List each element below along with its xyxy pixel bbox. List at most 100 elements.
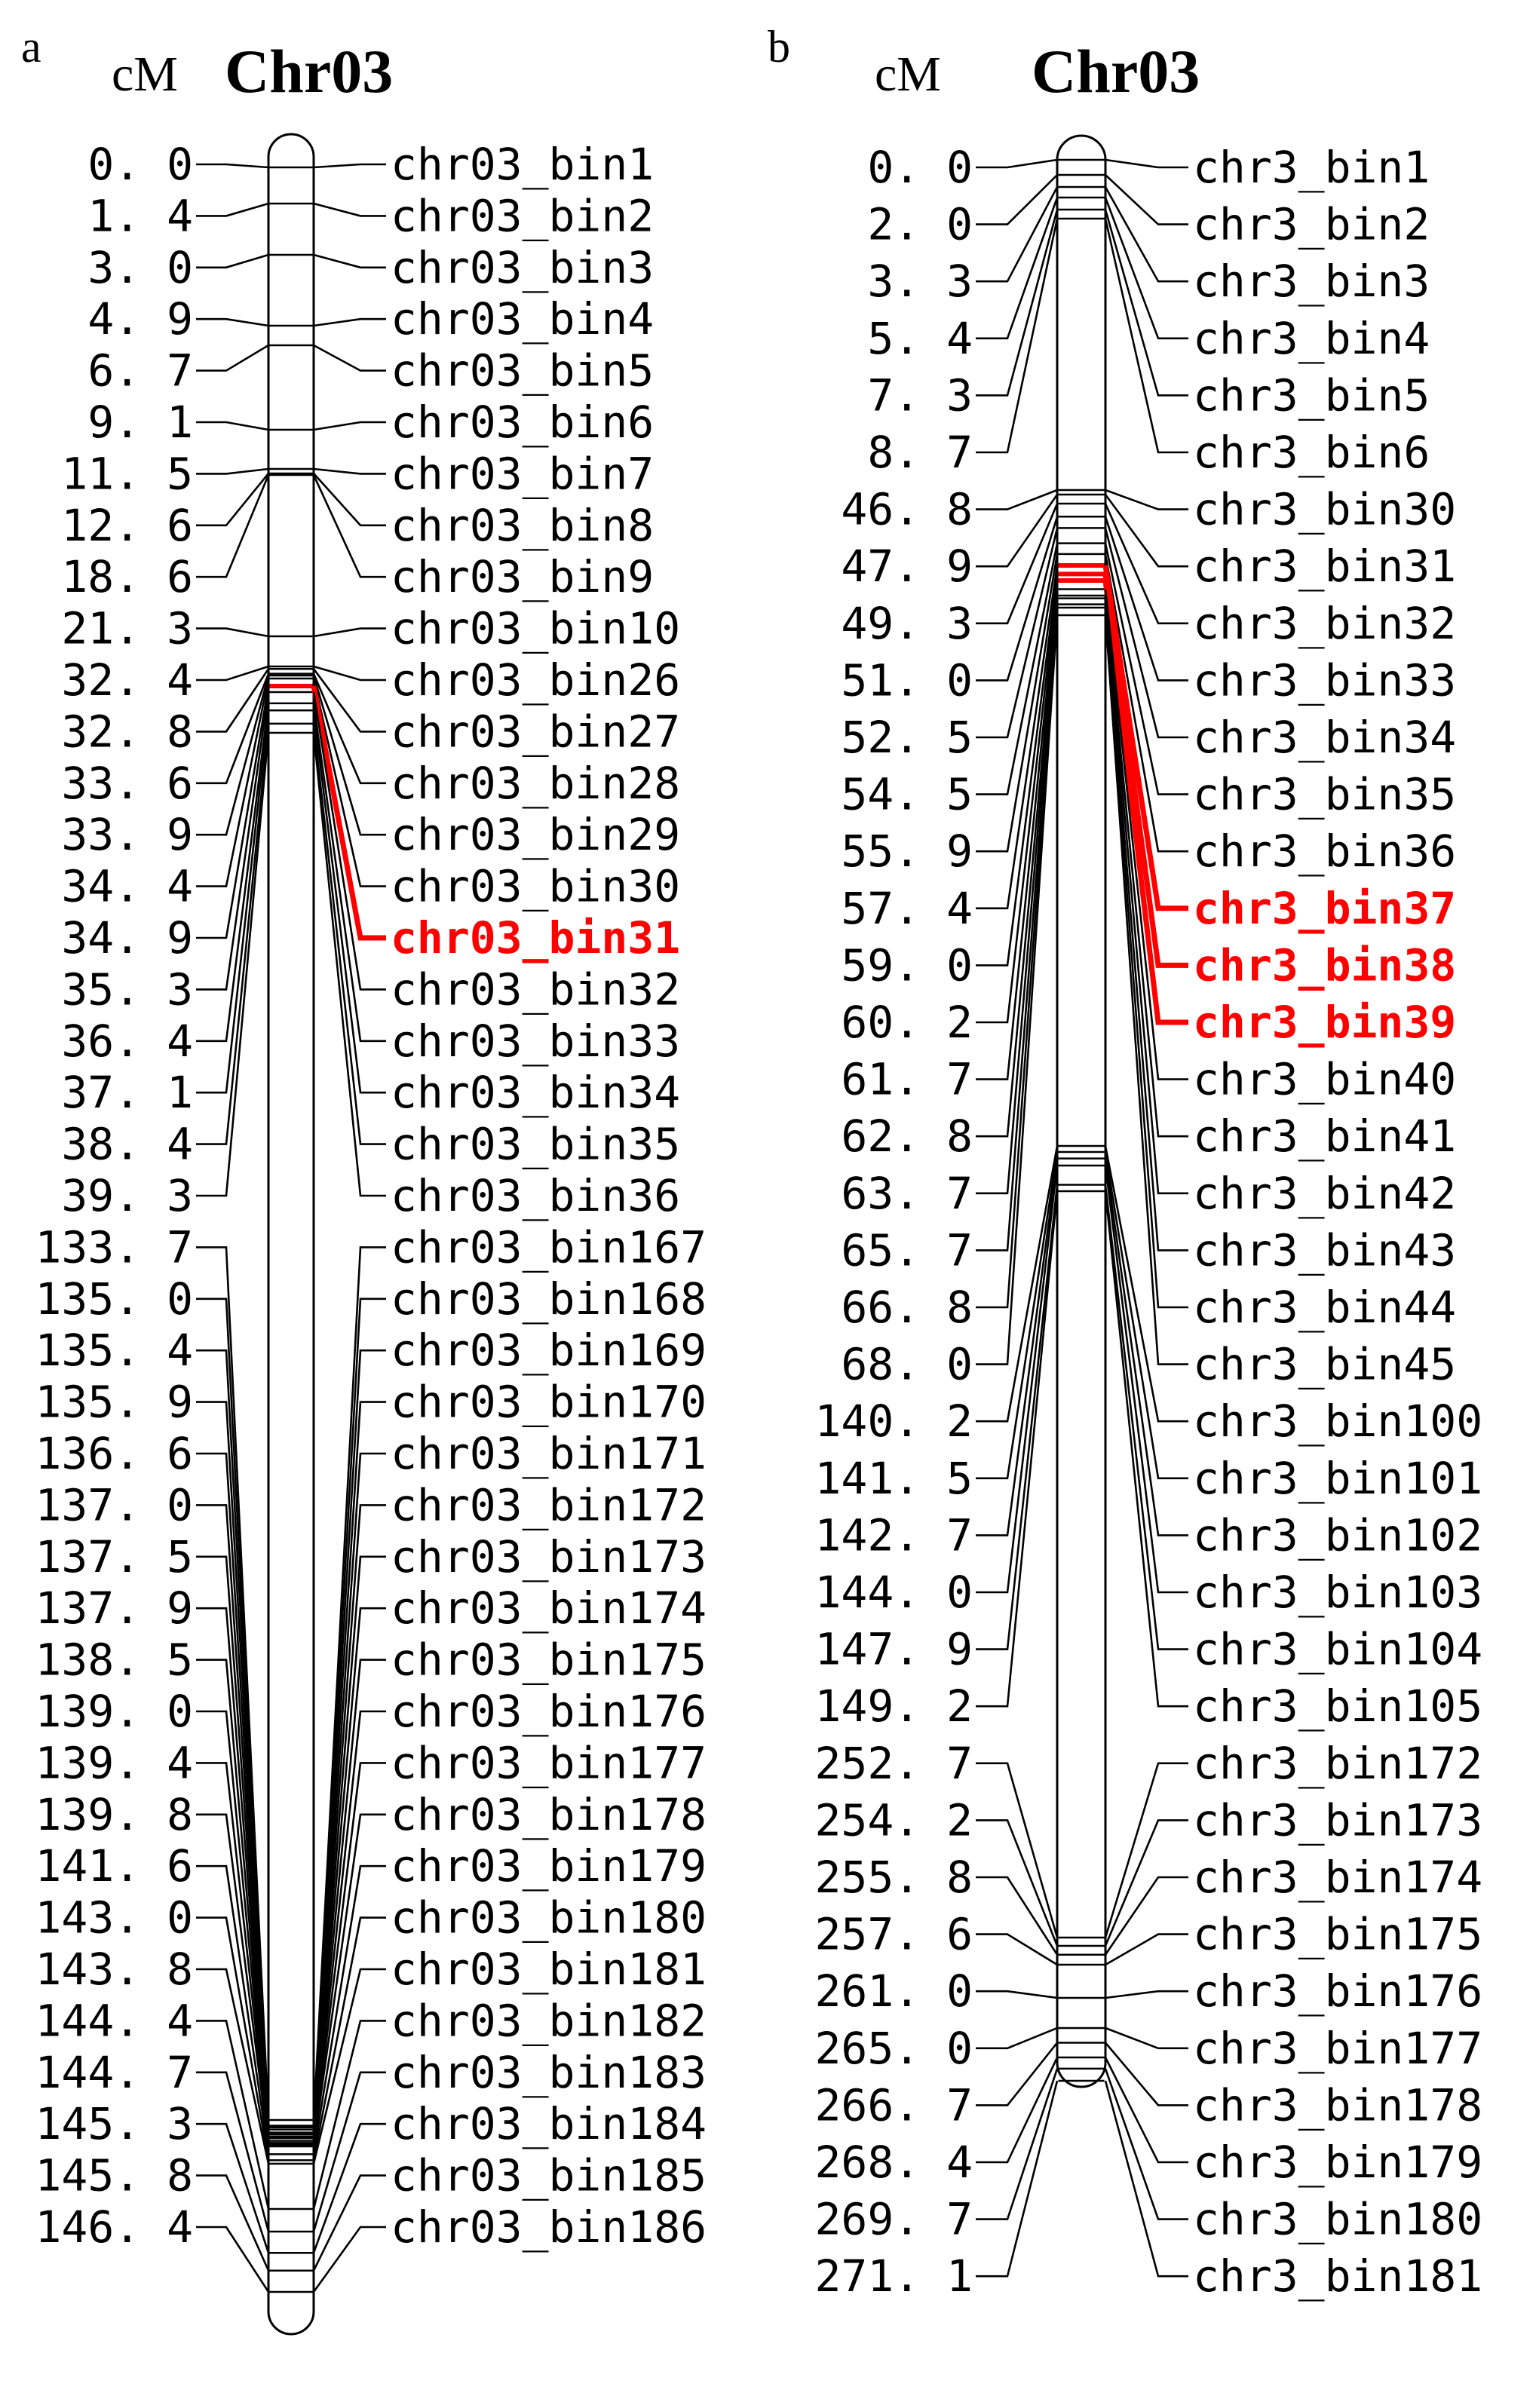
marker-connector-line [312,668,386,733]
position-label: 139. 0 [35,1686,193,1737]
marker-connector-line [1104,1151,1188,1480]
marker-connector-line [1104,614,1188,1365]
marker-connector-line [312,673,386,785]
marker-connector-line [312,691,386,991]
marker-label: chr03_bin28 [391,758,680,809]
position-label: 135. 9 [35,1377,193,1428]
marker-label: chr3_bin103 [1193,1567,1482,1618]
position-label: 21. 3 [61,603,193,654]
marker-label: chr03_bin4 [391,293,654,345]
position-connector-line [976,2080,1059,2278]
marker-connector-line [312,2174,386,2272]
marker-label: chr03_bin175 [391,1634,707,1686]
position-connector-line [976,553,1059,853]
position-connector-line [196,421,269,431]
marker-connector-line [1104,1762,1188,1938]
marker-label: chr3_bin33 [1193,654,1456,706]
position-label: 0. 0 [87,139,193,190]
marker-connector-line [1104,2080,1188,2278]
marker-connector-line [1104,1145,1188,1423]
position-label: 36. 4 [61,1016,193,1067]
marker-connector-line [1104,186,1188,283]
position-label: 12. 6 [61,500,193,551]
marker-label: chr03_bin171 [391,1428,707,1479]
position-label: 65. 7 [841,1224,973,1276]
marker-connector-line [311,685,386,941]
marker-connector-line [312,2226,386,2293]
marker-label: chr03_bin179 [391,1840,707,1892]
position-connector-line [196,163,269,169]
position-label: 39. 3 [61,1170,193,1221]
marker-connector-line [1104,1158,1188,1536]
marker-label: chr03_bin5 [391,345,654,397]
position-label: 35. 3 [61,964,193,1015]
position-connector-line [196,202,269,217]
position-connector-line [196,1607,270,2139]
highlighted-marker-label: chr3_bin39 [1193,997,1456,1048]
marker-connector-line [312,703,386,1043]
position-connector-line [196,1555,270,2137]
position-label: 269. 7 [814,2194,973,2245]
marker-label: chr03_bin167 [391,1221,707,1273]
marker-label: chr03_bin26 [391,654,680,706]
position-connector-line [976,209,1059,397]
marker-label: chr3_bin176 [1193,1965,1482,2017]
marker-label: chr03_bin32 [391,964,680,1015]
position-connector-line [196,317,269,327]
position-connector-line [976,2042,1059,2106]
marker-label: chr3_bin175 [1193,1909,1482,1960]
marker-connector-line [1104,1184,1188,1650]
marker-label: chr03_bin36 [391,1170,680,1221]
marker-connector-line [312,1452,386,2133]
marker-label: chr03_bin181 [391,1944,707,1995]
marker-connector-line [312,1555,386,2137]
position-connector-line [976,607,1059,1309]
marker-label: chr3_bin45 [1193,1339,1456,1390]
position-connector-line [196,1504,270,2135]
position-label: 138. 5 [35,1634,193,1686]
position-label: 2. 0 [867,199,973,250]
marker-connector-line [1104,1165,1188,1594]
marker-label: chr3_bin2 [1193,199,1430,250]
position-connector-line [976,1184,1059,1650]
marker-connector-line [1105,489,1188,510]
marker-connector-line [312,474,386,578]
marker-label: chr3_bin100 [1193,1395,1482,1447]
position-connector-line [196,691,270,991]
position-connector-line [976,2068,1059,2220]
marker-label: chr03_bin2 [391,190,654,241]
marker-connector-line [312,1968,386,2164]
panel-b-unit-label: cM [875,47,941,102]
marker-connector-line [312,1813,386,2147]
marker-connector-line [1105,1933,1188,1966]
marker-label: chr03_bin35 [391,1119,680,1170]
marker-label: chr3_bin5 [1193,369,1430,421]
position-connector-line [976,604,1059,1251]
position-label: 57. 4 [841,883,973,934]
marker-label: chr3_bin105 [1193,1680,1482,1732]
position-connector-line [196,474,270,578]
panel-a-linkage-map: a cM Chr03 0. 01. 43. 04. 96. 79. 111. 5… [21,22,707,2336]
position-label: 144. 7 [35,2047,193,2098]
position-connector-line [976,1158,1059,1536]
position-connector-line [196,1762,270,2145]
position-connector-line [976,174,1058,225]
position-connector-line [196,668,270,733]
position-label: 257. 6 [814,1909,973,1960]
marker-label: chr03_bin30 [391,861,680,912]
position-label: 146. 4 [35,2201,193,2253]
marker-label: chr03_bin170 [391,1377,707,1428]
panel-a-chromosome-bar [267,133,315,2336]
marker-connector-line [1102,573,1188,968]
position-connector-line [976,1819,1059,1947]
marker-connector-line [312,1864,386,2155]
marker-connector-line [1102,565,1188,911]
position-connector-line [196,1349,270,2128]
position-connector-line [976,580,1059,1024]
marker-label: chr03_bin174 [391,1582,707,1634]
position-label: 1. 4 [87,190,193,241]
position-label: 68. 0 [841,1339,973,1390]
position-connector-line [196,685,270,939]
position-label: 33. 9 [61,809,193,860]
marker-connector-line [1105,2042,1188,2106]
